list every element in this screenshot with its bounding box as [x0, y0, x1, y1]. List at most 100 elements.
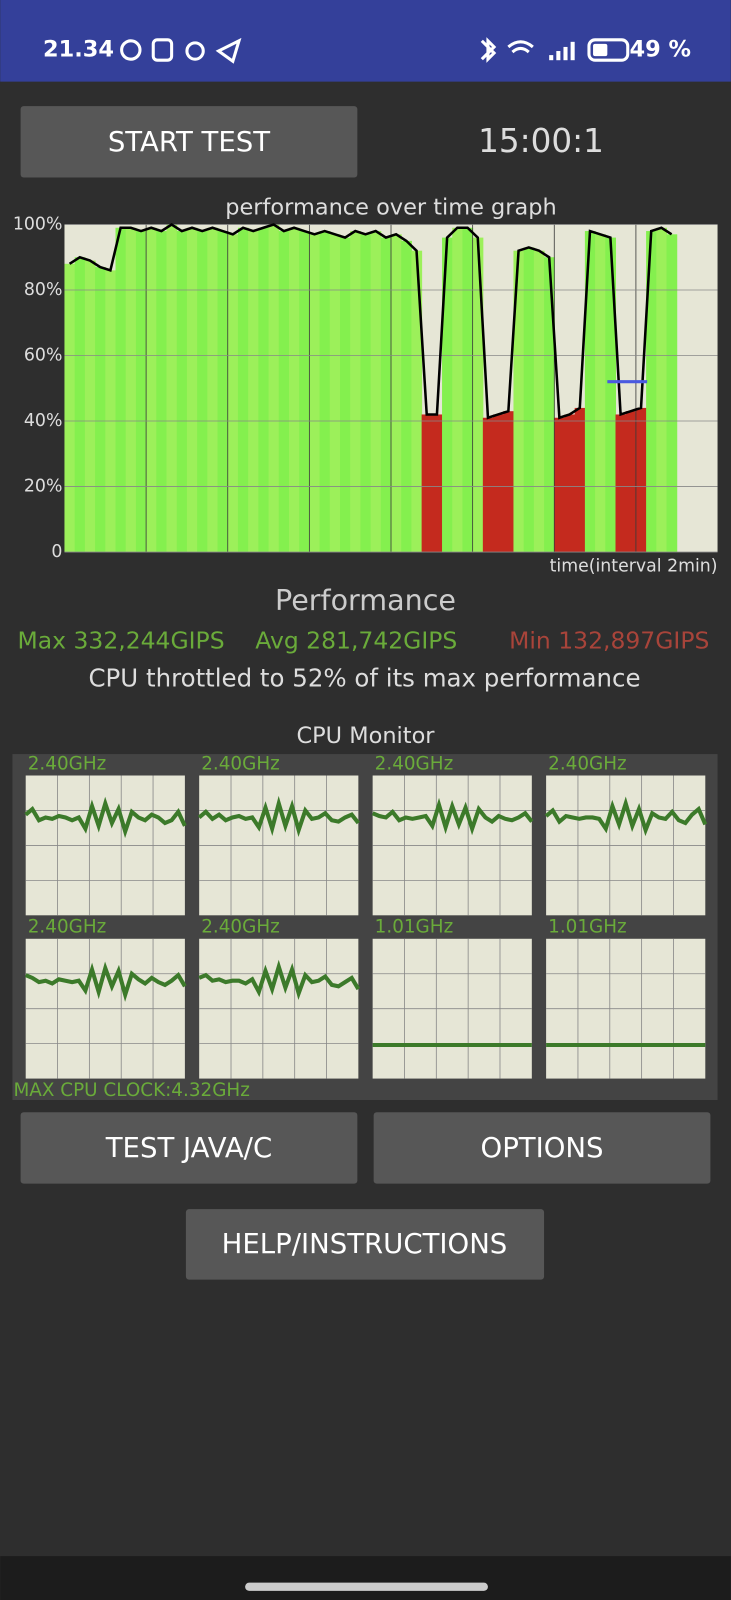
performance-bar [146, 227, 157, 553]
performance-bar [248, 231, 259, 553]
core-frequency: 2.40GHz [548, 753, 627, 774]
performance-bar [197, 231, 208, 553]
battery-level: 49 % [629, 37, 691, 63]
navigation-bar [0, 1556, 731, 1600]
performance-bar [207, 227, 219, 553]
performance-bar [115, 227, 127, 553]
performance-bar [666, 234, 678, 553]
performance-bar [625, 411, 637, 553]
core-line [24, 961, 187, 1002]
performance-bar [360, 234, 372, 553]
core-frequency: 2.40GHz [375, 753, 454, 774]
max-performance: Max 332,244GIPS [18, 626, 225, 654]
performance-bar [635, 407, 647, 553]
performance-line [68, 222, 673, 420]
core-line [371, 797, 534, 836]
cpu-monitor-title: CPU Monitor [296, 723, 435, 749]
signal-icon [549, 41, 608, 61]
performance-bar [329, 234, 341, 553]
performance-bar [95, 267, 106, 553]
home-indicator[interactable] [245, 1582, 488, 1591]
performance-bar [411, 250, 423, 553]
start-button-label: START TEST [108, 126, 270, 158]
graph: 100% 80% 60% 40% 20% 0 [13, 214, 718, 562]
core-line [198, 959, 361, 1000]
start-button[interactable] [20, 106, 358, 178]
performance-bar [156, 231, 168, 553]
y-tick-label: 0 [51, 542, 62, 562]
y-tick-label: 80% [24, 280, 63, 300]
performance-bar [125, 227, 137, 553]
performance-bar [452, 227, 463, 553]
y-tick-label: 40% [24, 411, 63, 431]
cores: 2.40GHz 2.40GHz 2.40GHz 2.40GHz 2.40GHz 2.40G… [24, 753, 708, 1079]
performance-bar [278, 231, 290, 553]
performance-bar [523, 247, 535, 553]
performance-bar [482, 417, 494, 553]
performance-bar [442, 237, 453, 553]
performance-bar [380, 237, 392, 553]
min-performance: Min 132,897GIPS [509, 626, 709, 654]
test-java-button[interactable] [20, 1112, 358, 1184]
performance-bar [656, 227, 668, 553]
performance-bar [544, 257, 555, 553]
performance-bar [370, 231, 382, 553]
y-tick-label: 60% [24, 346, 63, 366]
performance-bar [554, 417, 565, 553]
performance-bar [574, 407, 586, 553]
performance-bar [186, 227, 198, 553]
help-button[interactable] [185, 1209, 545, 1280]
performance-bar [268, 224, 280, 553]
performance-bar [595, 234, 606, 553]
performance-bar [533, 250, 545, 553]
button-label: TEST JAVA/C [105, 1132, 272, 1164]
performance-bar [605, 237, 617, 553]
x-axis-label: time(interval 2min) [550, 556, 718, 576]
performance-bar [431, 414, 443, 553]
performance-bar [227, 234, 239, 553]
options-button[interactable] [373, 1112, 711, 1184]
button-label: HELP/INSTRUCTIONS [222, 1228, 508, 1260]
core-frequency: 1.01GHz [375, 917, 454, 938]
performance-bar [74, 257, 86, 553]
performance-bar [176, 231, 188, 553]
graph-title: performance over time graph [225, 195, 557, 221]
performance-bar [339, 237, 351, 553]
performance-bar [105, 270, 117, 553]
throttle-summary: CPU throttled to 52% of its max performa… [88, 664, 640, 693]
performance-title: Performance [275, 583, 456, 617]
performance-bar [462, 227, 474, 553]
performance-bar [166, 224, 178, 553]
core-frequency: 2.40GHz [201, 753, 280, 774]
performance-bar [493, 414, 504, 553]
performance-bar [309, 234, 321, 553]
performance-bar [503, 411, 514, 553]
core-line [544, 796, 708, 837]
performance-bar [288, 227, 300, 553]
performance-bar [217, 231, 229, 553]
performance-bar [237, 227, 249, 553]
core-frequency: 2.40GHz [201, 917, 280, 938]
performance-bar [135, 231, 147, 553]
performance-bar [401, 240, 412, 553]
y-tick-label: 100% [13, 214, 63, 234]
performance-bar [584, 231, 596, 553]
core-frequency: 1.01GHz [548, 917, 627, 938]
performance-bar [615, 414, 627, 553]
performance-bar [646, 231, 657, 553]
performance-bar [513, 250, 525, 553]
avg-performance: Avg 281,742GIPS [255, 626, 457, 654]
core-frequency: 2.40GHz [28, 917, 107, 938]
core-line [24, 796, 187, 839]
performance-bar [350, 231, 361, 553]
performance-bar [299, 231, 310, 553]
max-cpu-clock: MAX CPU CLOCK:4.32GHz [13, 1080, 249, 1101]
performance-bar [421, 414, 433, 553]
core-line [197, 795, 360, 837]
status-icons [120, 37, 630, 64]
performance-bar [64, 263, 76, 553]
clock: 21.34 [43, 37, 114, 63]
performance-bar [472, 237, 484, 553]
